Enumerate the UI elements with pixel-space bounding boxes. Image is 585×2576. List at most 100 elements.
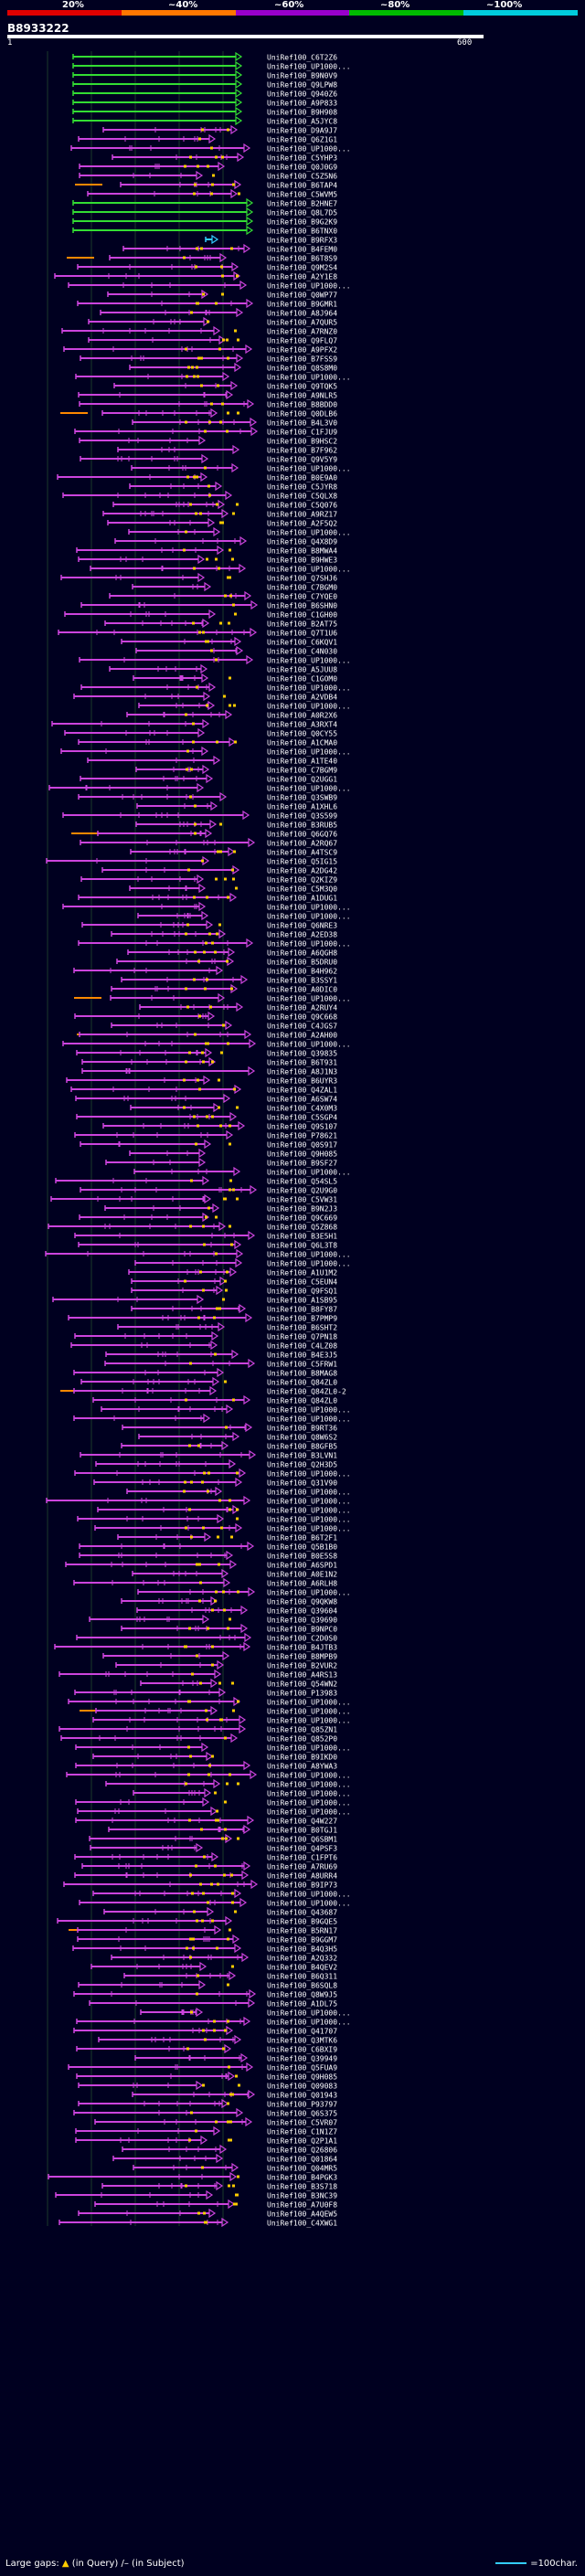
hit-row[interactable]: UniRef100_B8BDD0: [79, 398, 337, 409]
hit-label[interactable]: UniRef100_B4H962: [267, 968, 337, 976]
hit-label[interactable]: UniRef100_Q9C669: [267, 1214, 337, 1223]
hit-row[interactable]: UniRef100_UP1000...: [66, 1769, 351, 1780]
hit-row[interactable]: UniRef100_A8J964: [100, 307, 337, 318]
hit-label[interactable]: UniRef100_Q31V90: [267, 1479, 337, 1488]
hit-label[interactable]: UniRef100_B9GMR1: [267, 301, 337, 309]
hit-label[interactable]: UniRef100_UP1000...: [267, 684, 351, 693]
hit-row[interactable]: UniRef100_C4LZ08: [70, 1340, 337, 1351]
hit-row[interactable]: UniRef100_A9PFX2: [63, 344, 337, 355]
hit-row[interactable]: UniRef100_A9RZ17: [102, 508, 337, 519]
hit-label[interactable]: UniRef100_Q5B1B0: [267, 1543, 337, 1552]
hit-row[interactable]: UniRef100_C5JYR8: [129, 481, 337, 492]
hit-row[interactable]: UniRef100_Q7SHJ6: [60, 572, 337, 583]
hit-row[interactable]: UniRef100_A7QUR5: [88, 316, 337, 327]
hit-row[interactable]: UniRef100_Q39690: [89, 1614, 337, 1625]
hit-label[interactable]: UniRef100_Q39949: [267, 2055, 337, 2063]
hit-row[interactable]: UniRef100_C1FPT6: [74, 1851, 337, 1862]
hit-row[interactable]: UniRef100_D9A9J7: [102, 124, 337, 135]
hit-row[interactable]: UniRef100_B2VUR2: [115, 1659, 337, 1670]
hit-row[interactable]: UniRef100_B4H962: [73, 965, 337, 976]
hit-row[interactable]: UniRef100_UP1000...: [48, 782, 351, 793]
hit-row[interactable]: UniRef100_B3NC39: [55, 2189, 337, 2200]
hit-label[interactable]: UniRef100_C1N1Z7: [267, 2128, 337, 2136]
hit-label[interactable]: UniRef100_A3RXT4: [267, 721, 337, 729]
hit-row[interactable]: UniRef100_B9N2J3: [104, 1203, 337, 1214]
hit-row[interactable]: UniRef100_UP1000...: [72, 60, 351, 71]
hit-label[interactable]: UniRef100_Q6L3T8: [267, 1242, 337, 1250]
hit-row[interactable]: UniRef100_B9SF27: [105, 1157, 337, 1168]
hit-row[interactable]: UniRef100_B6UYR3: [66, 1075, 337, 1086]
hit-label[interactable]: UniRef100_Q39604: [267, 1607, 337, 1616]
hit-label[interactable]: UniRef100_B4QEV2: [267, 1964, 337, 1972]
hit-label[interactable]: UniRef100_B4Q3H5: [267, 1945, 337, 1954]
hit-row[interactable]: UniRef100_Q9H085: [76, 2071, 337, 2082]
hit-label[interactable]: UniRef100_C7BGM0: [267, 584, 337, 592]
hit-row[interactable]: UniRef100_B6T931: [81, 1056, 337, 1067]
hit-label[interactable]: UniRef100_A4RS13: [267, 1671, 337, 1680]
hit-row[interactable]: UniRef100_Q0S917: [80, 1139, 337, 1150]
hit-row[interactable]: UniRef100_Q0CY55: [64, 727, 337, 738]
hit-row[interactable]: UniRef100_B9GGM7: [77, 1934, 337, 1945]
hit-row[interactable]: UniRef100_B0TGJ1: [108, 1824, 337, 1835]
hit-row[interactable]: UniRef100_Q9TQK5: [113, 380, 337, 391]
hit-row[interactable]: UniRef100_Q04MR5: [133, 2162, 337, 2173]
hit-row[interactable]: UniRef100_UP1000...: [60, 746, 351, 757]
hit-label[interactable]: UniRef100_B6T931: [267, 1059, 337, 1067]
hit-row[interactable]: UniRef100_B9RT36: [122, 1422, 337, 1433]
hit-row[interactable]: UniRef100_B3RUB5: [135, 819, 337, 830]
hit-row[interactable]: UniRef100_C5Q076: [112, 499, 337, 510]
hit-row[interactable]: UniRef100_B9NPC0: [121, 1623, 337, 1634]
hit-row[interactable]: UniRef100_A0DIC0: [111, 983, 337, 994]
hit-row[interactable]: UniRef100_A2ED38: [111, 928, 337, 939]
hit-label[interactable]: UniRef100_A7QUR5: [267, 319, 337, 327]
hit-row[interactable]: UniRef100_UP1000...: [126, 1486, 351, 1497]
hit-row[interactable]: UniRef100_Q09083: [78, 2080, 337, 2091]
hit-row[interactable]: UniRef100_A8URR4: [74, 1870, 337, 1881]
hit-row[interactable]: UniRef100_UP1000...: [62, 901, 351, 912]
hit-label[interactable]: UniRef100_Q9LPW8: [267, 81, 337, 90]
hit-label[interactable]: UniRef100_A1DUG1: [267, 895, 337, 903]
hit-label[interactable]: UniRef100_Q8S8M0: [267, 365, 337, 373]
hit-row[interactable]: UniRef100_Q9FSQ1: [131, 1285, 337, 1296]
hit-label[interactable]: UniRef100_B6TAP4: [267, 182, 337, 190]
hit-label[interactable]: UniRef100_B3E5H1: [267, 1233, 337, 1241]
hit-row[interactable]: UniRef100_B6SQL8: [78, 1979, 337, 1990]
hit-label[interactable]: UniRef100_A2DG42: [267, 867, 337, 875]
hit-row[interactable]: UniRef100_A1SB95: [52, 1294, 337, 1305]
hit-label[interactable]: UniRef100_B6Q311: [267, 1973, 337, 1981]
hit-row[interactable]: UniRef100_B9GQE5: [57, 1915, 337, 1926]
hit-label[interactable]: UniRef100_B9HWE3: [267, 557, 337, 565]
hit-label[interactable]: UniRef100_B6SHN0: [267, 602, 337, 610]
hit-label[interactable]: UniRef100_UP1000...: [267, 1470, 351, 1479]
hit-row[interactable]: UniRef100_Q01943: [132, 2089, 337, 2100]
hit-row[interactable]: UniRef100_C5M3Q0: [129, 883, 337, 894]
hit-label[interactable]: UniRef100_A4TSC9: [267, 849, 337, 857]
hit-row[interactable]: UniRef100_UP1000...: [75, 1797, 351, 1807]
hit-row[interactable]: UniRef100_B6TAP4: [75, 179, 337, 190]
hit-row[interactable]: UniRef100_UP1000...: [80, 1705, 351, 1716]
hit-row[interactable]: UniRef100_C7BGM9: [135, 764, 337, 775]
hit-row[interactable]: UniRef100_Q84ZL0: [80, 1376, 337, 1387]
hit-row[interactable]: UniRef100_A2Y1E8: [54, 270, 337, 281]
hit-row[interactable]: UniRef100_B4JTB3: [54, 1641, 337, 1652]
hit-row[interactable]: UniRef100_UP1000...: [133, 1787, 351, 1798]
hit-label[interactable]: UniRef100_C4N030: [267, 648, 337, 656]
hit-row[interactable]: UniRef100_B9HWE3: [78, 554, 337, 565]
hit-label[interactable]: UniRef100_Q43687: [267, 1909, 337, 1917]
hit-label[interactable]: UniRef100_Q3SWB9: [267, 794, 337, 802]
hit-row[interactable]: UniRef100_B6Q311: [123, 1970, 337, 1981]
hit-row[interactable]: UniRef100_Q54WN2: [140, 1678, 337, 1689]
hit-row[interactable]: UniRef100_UP1000...: [68, 1696, 351, 1707]
hit-label[interactable]: UniRef100_UP1000...: [267, 748, 351, 757]
hit-label[interactable]: UniRef100_Q39835: [267, 1050, 337, 1058]
hit-label[interactable]: UniRef100_UP1000...: [267, 1900, 351, 1908]
hit-label[interactable]: UniRef100_B6UYR3: [267, 1077, 337, 1086]
hit-label[interactable]: UniRef100_B8GFB5: [267, 1443, 337, 1451]
hit-row[interactable]: UniRef100_C5Z5N6: [79, 170, 337, 181]
hit-row[interactable]: UniRef100_A6QGH8: [127, 947, 337, 958]
hit-row[interactable]: UniRef100_B6TNX0: [72, 225, 337, 236]
hit-label[interactable]: UniRef100_Q0S917: [267, 1141, 337, 1150]
hit-row[interactable]: UniRef100_B4PGK3: [48, 2171, 337, 2182]
hit-label[interactable]: UniRef100_A1CMA0: [267, 739, 337, 747]
hit-label[interactable]: UniRef100_A8YWA3: [267, 1763, 337, 1771]
